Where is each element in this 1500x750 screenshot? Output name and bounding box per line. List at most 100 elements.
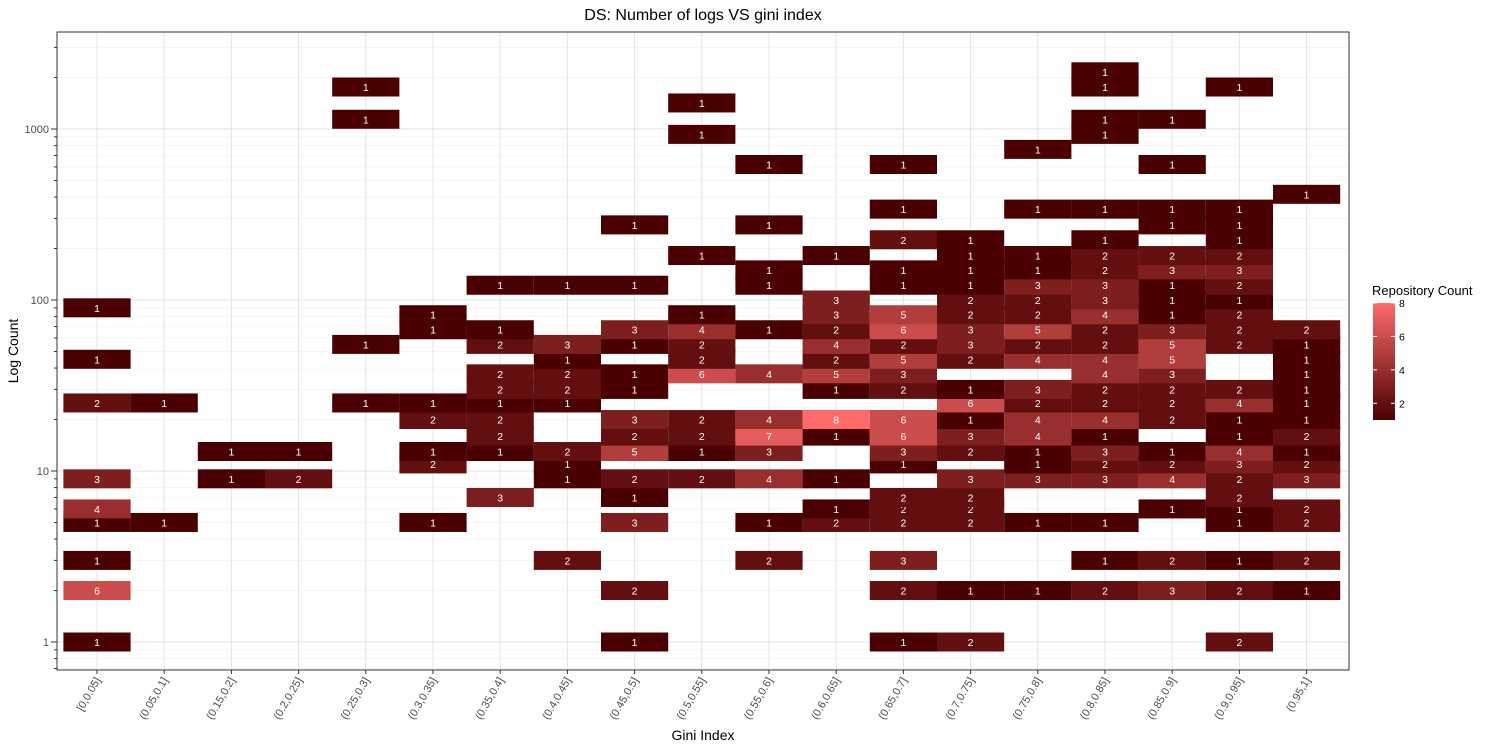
cell-value-label: 3 (1035, 474, 1041, 486)
heatmap-cell: 1 (1138, 109, 1206, 129)
cell-value-label: 1 (833, 251, 839, 263)
y-tick-label: 100 (31, 295, 49, 307)
cell-value-label: 2 (699, 431, 705, 443)
cell-value-label: 2 (699, 354, 705, 366)
heatmap-cell: 2 (735, 550, 803, 570)
heatmap-cell: 1 (1205, 230, 1273, 250)
cell-value-label: 2 (968, 637, 974, 649)
heatmap-cell: 1 (869, 199, 937, 219)
cell-value-label: 3 (1102, 447, 1108, 459)
heatmap-cell-rect (1004, 305, 1072, 325)
heatmap-cell-rect (735, 260, 803, 280)
heatmap-cell: 2 (802, 320, 870, 340)
heatmap-cell: 1 (1071, 199, 1139, 219)
heatmap-cell: 3 (1071, 290, 1139, 310)
heatmap-cell-rect (1138, 581, 1206, 601)
cell-value-label: 4 (94, 504, 100, 516)
heatmap-cell: 1 (937, 260, 1005, 280)
heatmap-cell-rect (668, 442, 736, 462)
heatmap-cell: 1 (332, 77, 400, 97)
cell-value-label: 1 (1236, 235, 1242, 247)
heatmap-cell-rect (802, 364, 870, 384)
cell-value-label: 1 (1236, 517, 1242, 529)
heatmap-cell-rect (1071, 77, 1139, 97)
heatmap-cell: 3 (937, 334, 1005, 354)
x-tick-label: (0.85,0.9] (1145, 676, 1179, 722)
cell-value-label: 1 (1035, 447, 1041, 459)
heatmap-cell-rect (399, 320, 467, 340)
heatmap-cell: 1 (466, 442, 534, 462)
heatmap-cell: 2 (937, 349, 1005, 369)
cell-value-label: 1 (497, 398, 503, 410)
heatmap-cell-rect (1273, 469, 1341, 489)
cell-value-label: 2 (1169, 555, 1175, 567)
heatmap-cell: 1 (1273, 442, 1341, 462)
heatmap-cell-rect (937, 581, 1005, 601)
heatmap-cell: 6 (869, 426, 937, 446)
heatmap-cell: 1 (533, 349, 601, 369)
heatmap-cell-rect (1071, 334, 1139, 354)
heatmap-cell: 1 (1138, 155, 1206, 175)
heatmap-cell: 2 (1273, 426, 1341, 446)
heatmap-cell-rect (399, 410, 467, 430)
heatmap-cell: 2 (265, 469, 333, 489)
heatmap-cell-rect (601, 512, 669, 532)
heatmap-cell-rect (1071, 410, 1139, 430)
heatmap-cell-rect (197, 442, 265, 462)
cell-value-label: 1 (968, 280, 974, 292)
heatmap-cell: 4 (1205, 442, 1273, 462)
heatmap-cell-rect (1138, 410, 1206, 430)
cell-value-label: 3 (833, 310, 839, 322)
cell-value-label: 3 (564, 339, 570, 351)
heatmap-cell-rect (869, 305, 937, 325)
heatmap-cell: 2 (533, 379, 601, 399)
heatmap-cell: 3 (937, 426, 1005, 446)
heatmap-cell: 2 (1071, 246, 1139, 266)
heatmap-cell-rect (1004, 410, 1072, 430)
heatmap-cell-rect (1138, 469, 1206, 489)
heatmap-cell: 2 (668, 334, 736, 354)
heatmap-cell: 3 (937, 469, 1005, 489)
heatmap-cell-rect (1273, 349, 1341, 369)
cell-value-label: 6 (900, 431, 906, 443)
heatmap-cell-rect (1071, 260, 1139, 280)
cell-value-label: 2 (968, 517, 974, 529)
heatmap-cell-rect (1138, 199, 1206, 219)
heatmap-cell-rect (533, 379, 601, 399)
cell-value-label: 3 (497, 492, 503, 504)
cell-value-label: 2 (497, 384, 503, 396)
heatmap-cell: 1 (1205, 426, 1273, 446)
heatmap-cell-rect (601, 410, 669, 430)
cell-value-label: 2 (699, 474, 705, 486)
heatmap-cell-rect (1273, 550, 1341, 570)
cell-value-label: 2 (1102, 265, 1108, 277)
heatmap-cell: 1 (1004, 246, 1072, 266)
heatmap-cell-rect (735, 320, 803, 340)
heatmap-cell-rect (1138, 499, 1206, 519)
heatmap-cell: 1 (466, 320, 534, 340)
heatmap-cell-rect (601, 632, 669, 652)
cell-value-label: 2 (1169, 415, 1175, 427)
cell-value-label: 5 (1169, 339, 1175, 351)
heatmap-cell-rect (1071, 275, 1139, 295)
heatmap-cell: 1 (466, 275, 534, 295)
cell-value-label: 4 (1236, 447, 1242, 459)
heatmap-cell-rect (869, 320, 937, 340)
heatmap-cell-rect (802, 410, 870, 430)
heatmap-cell: 1 (130, 512, 198, 532)
heatmap-cell-rect (1205, 469, 1273, 489)
cell-value-label: 1 (968, 251, 974, 263)
cell-value-label: 4 (1035, 354, 1041, 366)
heatmap-cell-rect (63, 298, 131, 318)
cell-value-label: 1 (1304, 189, 1310, 201)
heatmap-cell: 3 (1071, 469, 1139, 489)
cell-value-label: 3 (968, 431, 974, 443)
cell-value-label: 2 (1236, 280, 1242, 292)
cell-value-label: 1 (1304, 384, 1310, 396)
heatmap-cell: 2 (1138, 246, 1206, 266)
cell-value-label: 6 (900, 415, 906, 427)
cell-value-label: 1 (1169, 504, 1175, 516)
heatmap-cell-rect (601, 487, 669, 507)
x-tick-label: (0.45,0.5] (608, 676, 642, 722)
heatmap-cell-rect (130, 393, 198, 413)
